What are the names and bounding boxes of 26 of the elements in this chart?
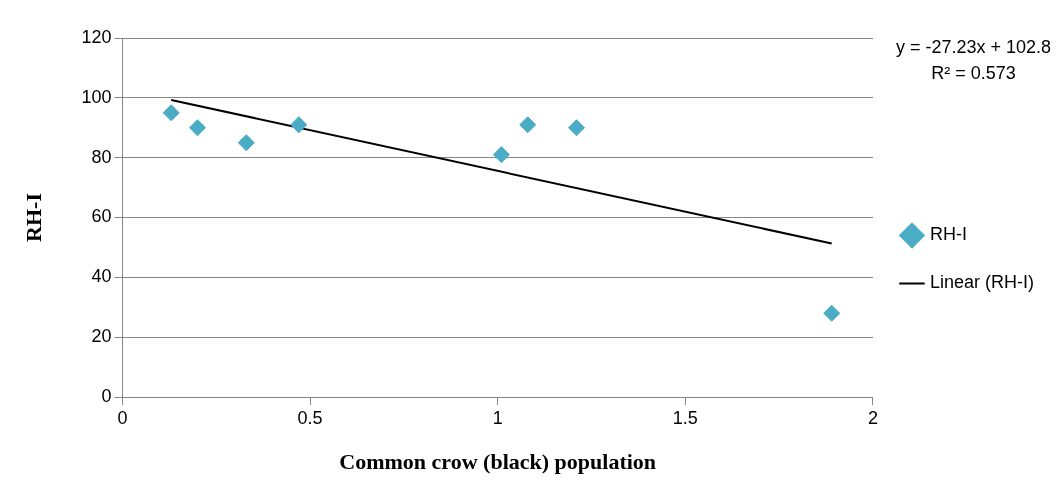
text: R² = 0.573 — [931, 62, 1016, 83]
x-tick-label: 1 — [492, 407, 503, 428]
point — [237, 134, 255, 152]
x-tick-label: 2 — [867, 407, 878, 428]
y-tick-label: 0 — [101, 385, 112, 406]
y-tick-label: 60 — [91, 206, 112, 227]
y-tick-label: 40 — [91, 266, 112, 287]
y-tick-label: 100 — [81, 86, 112, 107]
point — [568, 119, 586, 137]
x-tick-label: 1.5 — [672, 407, 698, 428]
point — [290, 116, 308, 134]
y-tick-label: 20 — [91, 326, 112, 347]
point — [823, 304, 841, 322]
point — [188, 119, 206, 137]
point — [162, 104, 180, 122]
point — [492, 146, 510, 164]
point — [519, 116, 537, 134]
y-tick-label: 80 — [91, 146, 112, 167]
x-tick-label: 0.5 — [297, 407, 323, 428]
legend-label: RH-I — [929, 224, 967, 245]
text: y = -27.23x + 102.8 — [895, 36, 1052, 57]
x-axis-title: Common crow (black) population — [339, 449, 657, 475]
x-tick-label: 0 — [117, 407, 128, 428]
y-tick-label: 120 — [81, 26, 112, 47]
y-axis-title: RH-I — [20, 193, 46, 242]
legend-label: Linear (RH-I) — [929, 272, 1035, 293]
